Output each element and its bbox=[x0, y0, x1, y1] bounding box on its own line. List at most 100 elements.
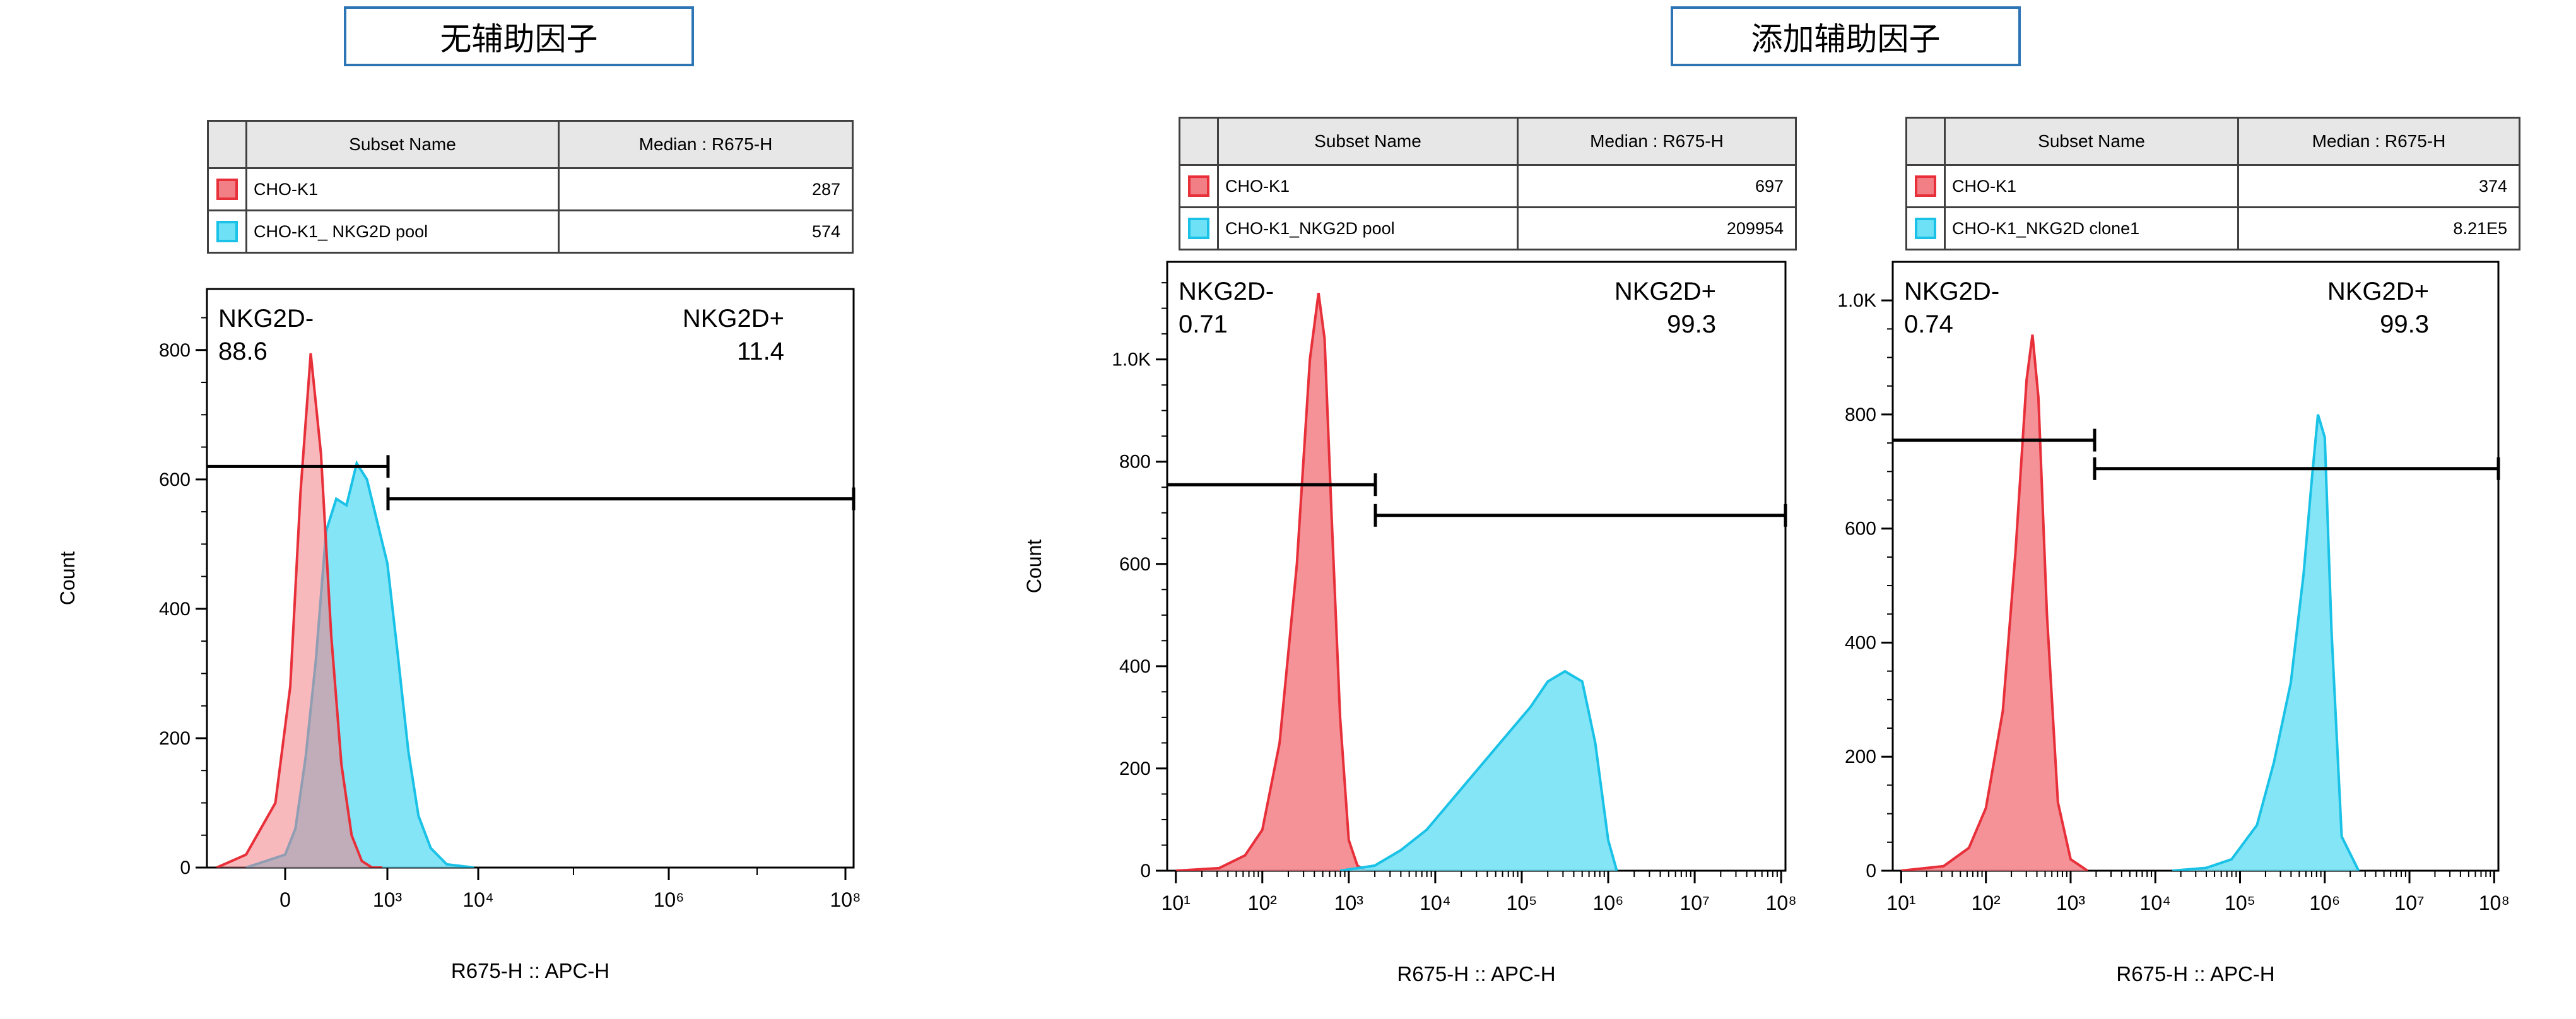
legend-header-name: Subset Name bbox=[1217, 117, 1519, 166]
y-axis-label: Count bbox=[56, 551, 79, 606]
histogram-line-cyan bbox=[1339, 669, 1618, 871]
histogram-line-red bbox=[1175, 293, 1367, 871]
x-tick-label: 10³ bbox=[2056, 892, 2086, 914]
legend-swatch-red bbox=[207, 167, 247, 211]
x-tick-label: 10³ bbox=[1334, 892, 1364, 914]
legend-header-value: Median : R675-H bbox=[1517, 117, 1797, 166]
x-axis-label: R675-H :: APC-H bbox=[1397, 962, 1555, 986]
y-tick-label: 200 bbox=[1845, 746, 1876, 767]
x-tick-label: 10⁴ bbox=[2140, 892, 2171, 914]
x-axis-label: R675-H :: APC-H bbox=[451, 959, 609, 982]
y-tick-label: 800 bbox=[1119, 452, 1151, 473]
x-tick-label: 10⁵ bbox=[1507, 892, 1538, 914]
x-tick-label: 10⁷ bbox=[2394, 892, 2424, 914]
y-tick-label: 0 bbox=[1866, 861, 1876, 881]
y-tick-label: 400 bbox=[1119, 656, 1151, 677]
legend-swatch-cyan bbox=[1905, 206, 1946, 250]
x-tick-label: 10⁴ bbox=[1420, 892, 1450, 914]
plot-frame bbox=[1891, 261, 2500, 872]
x-tick-label: 10⁶ bbox=[2309, 892, 2340, 914]
chart-panel-2: 0 200 400 600 800 1.0K 10¹ 10² 10³ 10⁴ 10⁵ 10⁶ 10⁷ 10… bbox=[1023, 261, 1797, 986]
y-tick-label: 200 bbox=[1119, 758, 1151, 779]
legend-name: CHO-K1_NKG2D clone1 bbox=[1944, 206, 2239, 250]
legend-value: 209954 bbox=[1517, 206, 1797, 250]
x-tick-label: 10² bbox=[1972, 892, 2001, 914]
legend-value: 697 bbox=[1517, 164, 1797, 208]
x-tick-label: 10⁶ bbox=[1593, 892, 1624, 914]
y-tick-label: 400 bbox=[159, 599, 191, 620]
y-tick-label: 600 bbox=[159, 469, 191, 490]
title-right: 添加辅助因子 bbox=[1671, 6, 2021, 66]
gate-positive-label: NKG2D+ bbox=[683, 305, 784, 333]
gate-positive-percent: 99.3 bbox=[1667, 310, 1716, 338]
histogram-line-red bbox=[1901, 334, 2088, 871]
legend-name: CHO-K1_ NKG2D pool bbox=[245, 209, 560, 254]
legend-swatch-cyan bbox=[1179, 206, 1219, 250]
chart-panel-1: 0 200 400 600 800 0 10³ 10⁴ 10⁶ 10⁸ NKG2D- 88.6 NKG2… bbox=[56, 288, 861, 982]
legend-name: CHO-K1 bbox=[1944, 164, 2239, 208]
histogram-area-cyan bbox=[1340, 671, 1617, 871]
gate-negative-label: NKG2D- bbox=[1904, 278, 1999, 305]
y-tick-label: 800 bbox=[1845, 404, 1876, 425]
legend-header-blank bbox=[1905, 117, 1946, 166]
legend-header-name: Subset Name bbox=[1944, 117, 2239, 166]
gate-negative-percent: 0.74 bbox=[1904, 310, 1953, 338]
gate-negative-label: NKG2D- bbox=[1179, 278, 1274, 305]
y-tick-label: 1.0K bbox=[1112, 350, 1151, 370]
gate-positive-percent: 99.3 bbox=[2380, 310, 2429, 338]
legend-header-blank bbox=[207, 120, 247, 169]
gate-negative-percent: 88.6 bbox=[218, 338, 268, 365]
legend-value: 287 bbox=[558, 167, 854, 211]
x-tick-label: 10⁴ bbox=[462, 888, 493, 911]
plot-frame bbox=[206, 288, 855, 869]
legend-header-name: Subset Name bbox=[245, 120, 560, 169]
y-tick-label: 400 bbox=[1845, 632, 1876, 653]
x-tick-label: 0 bbox=[279, 888, 291, 911]
legend-header-value: Median : R675-H bbox=[558, 120, 854, 169]
title-left: 无辅助因子 bbox=[344, 6, 694, 66]
legend-table-1: Subset Name Median : R675-H CHO-K1 287 C… bbox=[207, 120, 854, 254]
y-tick-label: 800 bbox=[159, 340, 191, 361]
legend-swatch-red bbox=[1905, 164, 1946, 208]
x-tick-label: 10⁷ bbox=[1679, 892, 1709, 914]
y-tick-label: 0 bbox=[1140, 861, 1151, 881]
legend-header-blank bbox=[1179, 117, 1219, 166]
histogram-area-cyan bbox=[2172, 414, 2359, 871]
x-tick-label: 10⁵ bbox=[2225, 892, 2255, 914]
y-axis-label: Count bbox=[1023, 539, 1045, 594]
histogram-area-red bbox=[1175, 293, 1367, 871]
y-tick-label: 600 bbox=[1119, 554, 1151, 575]
y-tick-label: 600 bbox=[1845, 519, 1876, 539]
x-tick-label: 10⁶ bbox=[654, 888, 685, 911]
legend-swatch-red bbox=[1179, 164, 1219, 208]
histogram-line-red bbox=[216, 353, 382, 868]
x-tick-label: 10⁸ bbox=[830, 888, 861, 911]
histogram-area-red bbox=[216, 353, 382, 868]
chart-panel-3: 0 200 400 600 800 1.0K 10¹ 10² 10³ 10⁴ 10⁵ 10⁶ 10⁷ 10… bbox=[1837, 261, 2510, 986]
legend-table-2: Subset Name Median : R675-H CHO-K1 697 C… bbox=[1179, 117, 1797, 250]
histogram-line-cyan bbox=[245, 460, 474, 868]
x-tick-label: 10³ bbox=[373, 888, 403, 911]
histogram-line-cyan bbox=[2172, 414, 2360, 871]
gate-positive-percent: 11.4 bbox=[737, 338, 784, 365]
legend-name: CHO-K1 bbox=[1217, 164, 1519, 208]
legend-name: CHO-K1 bbox=[245, 167, 560, 211]
y-tick-label: 200 bbox=[159, 728, 191, 749]
legend-value: 374 bbox=[2237, 164, 2520, 208]
x-tick-label: 10⁸ bbox=[2479, 892, 2510, 914]
legend-swatch-cyan bbox=[207, 209, 247, 254]
gate-negative-label: NKG2D- bbox=[218, 305, 314, 333]
histogram-area-cyan bbox=[246, 463, 474, 868]
plot-frame bbox=[1166, 261, 1787, 872]
legend-value: 8.21E5 bbox=[2237, 206, 2520, 250]
x-tick-label: 10⁸ bbox=[1766, 892, 1797, 914]
gate-positive-label: NKG2D+ bbox=[2327, 278, 2429, 305]
x-axis-label: R675-H :: APC-H bbox=[2116, 962, 2274, 986]
legend-name: CHO-K1_NKG2D pool bbox=[1217, 206, 1519, 250]
x-tick-label: 10¹ bbox=[1162, 892, 1191, 914]
gate-positive-label: NKG2D+ bbox=[1614, 278, 1716, 305]
histogram-area-red bbox=[1901, 334, 2088, 871]
y-tick-label: 1.0K bbox=[1837, 290, 1876, 311]
x-tick-label: 10¹ bbox=[1886, 892, 1915, 914]
legend-header-value: Median : R675-H bbox=[2237, 117, 2520, 166]
